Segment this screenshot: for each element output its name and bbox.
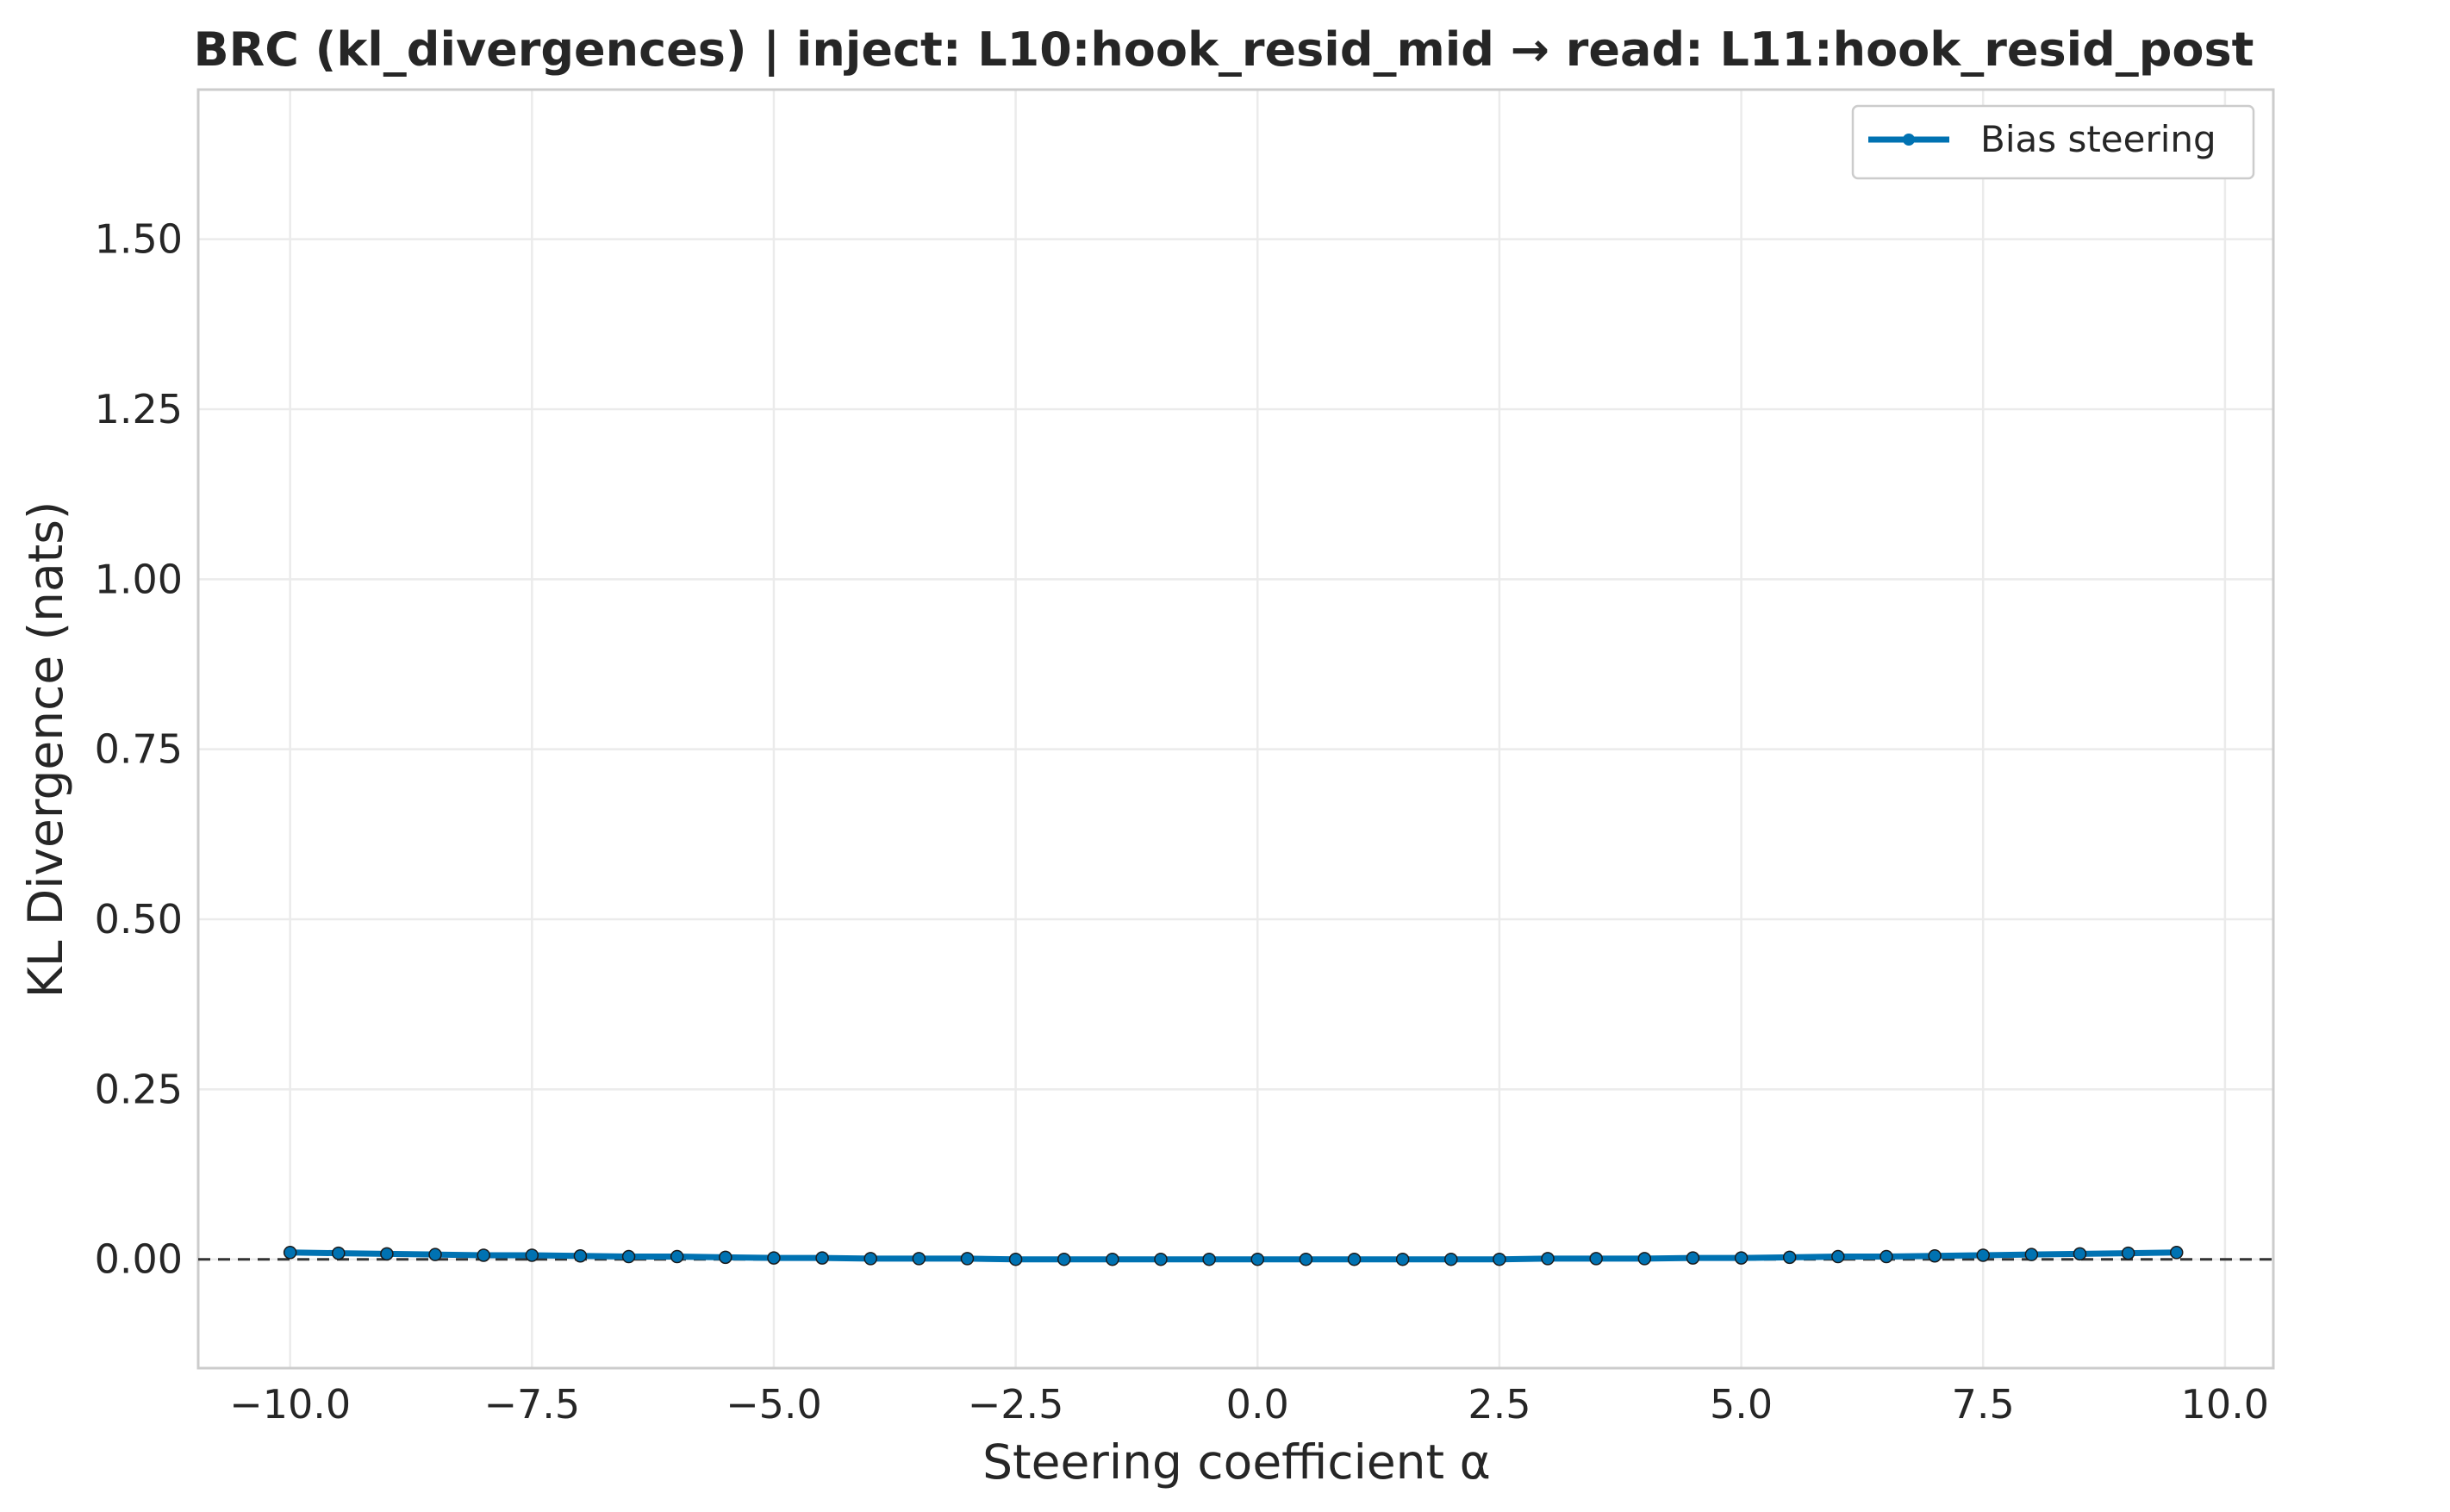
chart-title: BRC (kl_divergences) | inject: L10:hook_… <box>194 22 2254 77</box>
data-point <box>670 1249 684 1264</box>
data-point <box>1057 1252 1071 1266</box>
data-point <box>2169 1246 2184 1260</box>
data-point <box>1395 1252 1410 1266</box>
x-tick-labels: −10.0 −7.5 −5.0 −2.5 0.0 2.5 5.0 7.5 10.0 <box>229 1381 2269 1428</box>
data-point <box>477 1248 490 1262</box>
data-point <box>525 1248 539 1262</box>
data-point <box>621 1249 636 1264</box>
y-tick-label: 0.00 <box>95 1236 183 1283</box>
y-tick-label: 1.00 <box>95 556 183 602</box>
x-tick-label: −2.5 <box>968 1381 1064 1428</box>
x-axis-label: Steering coefficient α <box>982 1434 1491 1490</box>
x-tick-label: −10.0 <box>229 1381 351 1428</box>
plot-frame <box>196 88 2275 1370</box>
series-layer <box>283 1246 2184 1266</box>
y-tick-label: 0.75 <box>95 726 183 773</box>
y-axis-label: KL Divergence (nats) <box>18 501 73 999</box>
data-point <box>863 1252 877 1266</box>
data-point <box>1250 1252 1265 1266</box>
data-point <box>2073 1247 2087 1261</box>
data-point <box>1831 1249 1845 1264</box>
y-tick-label: 1.50 <box>95 216 183 263</box>
y-tick-label: 0.25 <box>95 1066 183 1112</box>
data-point <box>719 1250 733 1265</box>
data-point <box>428 1248 442 1261</box>
data-point <box>1782 1250 1797 1265</box>
y-tick-label: 0.50 <box>95 896 183 943</box>
legend-marker <box>1903 134 1915 146</box>
data-point <box>1202 1252 1216 1266</box>
x-tick-label: 10.0 <box>2181 1381 2269 1428</box>
data-point <box>912 1252 926 1266</box>
data-point <box>380 1247 394 1261</box>
data-point <box>767 1251 781 1265</box>
data-point <box>1493 1252 1506 1266</box>
data-point <box>2024 1248 2039 1261</box>
series-line-bias-steering <box>287 1249 2180 1263</box>
data-point <box>283 1246 297 1260</box>
x-tick-label: 2.5 <box>1468 1381 1530 1428</box>
x-tick-label: 0.0 <box>1226 1381 1289 1428</box>
legend-label: Bias steering <box>1980 118 2216 160</box>
data-point <box>1976 1248 1990 1262</box>
x-tick-label: 7.5 <box>1952 1381 2015 1428</box>
data-point <box>1106 1252 1119 1266</box>
y-tick-labels: 0.00 0.25 0.50 0.75 1.00 1.25 1.50 <box>95 216 183 1283</box>
legend-box <box>1851 104 2255 180</box>
data-point <box>1154 1252 1168 1266</box>
data-point <box>1880 1249 1893 1264</box>
data-point <box>1686 1251 1700 1265</box>
data-point <box>1637 1252 1652 1266</box>
x-tick-label: 5.0 <box>1710 1381 1773 1428</box>
x-tick-label: −7.5 <box>483 1381 580 1428</box>
data-point <box>1444 1252 1458 1266</box>
data-point <box>1589 1252 1603 1266</box>
data-point <box>1008 1252 1023 1266</box>
data-point <box>332 1246 346 1260</box>
data-point <box>2121 1246 2135 1260</box>
data-point <box>1541 1252 1555 1266</box>
data-point <box>1347 1252 1362 1266</box>
y-tick-label: 1.25 <box>95 386 183 432</box>
data-point <box>960 1252 975 1266</box>
x-tick-label: −5.0 <box>726 1381 822 1428</box>
data-point <box>815 1251 829 1265</box>
data-point <box>1299 1252 1313 1266</box>
data-point <box>1734 1251 1749 1265</box>
legend: Bias steering <box>1851 104 2255 180</box>
data-point <box>573 1249 588 1263</box>
data-point <box>1928 1249 1942 1263</box>
